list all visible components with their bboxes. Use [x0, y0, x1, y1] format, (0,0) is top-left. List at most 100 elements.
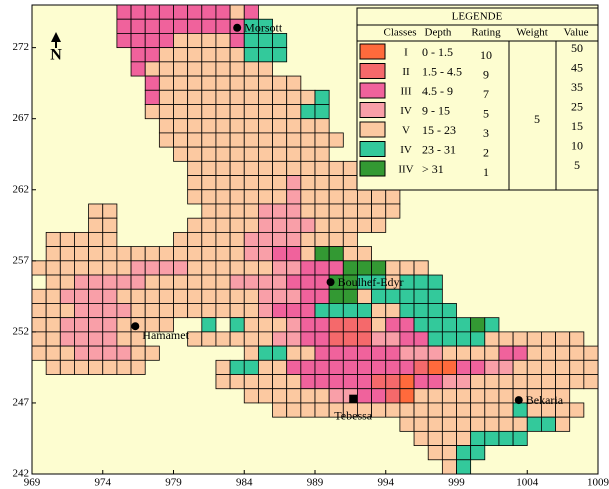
cell: [427, 288, 443, 304]
cell: [512, 331, 528, 347]
cell: [130, 18, 146, 34]
legend-value: 35: [571, 80, 583, 94]
north-arrow: N: [50, 32, 62, 64]
cell: [583, 374, 599, 390]
cell: [470, 416, 486, 432]
cell: [484, 416, 500, 432]
cell: [427, 374, 443, 390]
cell: [229, 118, 245, 134]
cell: [144, 33, 160, 49]
cell: [59, 331, 75, 347]
cell: [456, 345, 472, 361]
cell: [158, 4, 174, 20]
cell: [470, 388, 486, 404]
cell: [201, 18, 217, 34]
cell: [328, 231, 344, 248]
cell: [102, 260, 118, 276]
cell: [470, 359, 486, 375]
cell: [300, 104, 316, 120]
cell: [427, 274, 443, 290]
cell: [243, 104, 259, 120]
cell: [229, 75, 245, 91]
cell: [215, 104, 231, 120]
cell: [45, 231, 61, 248]
cell: [201, 331, 217, 347]
cell: [314, 317, 330, 333]
cell: [385, 345, 401, 361]
cell: [286, 160, 302, 176]
cell: [173, 47, 189, 63]
cell: [286, 303, 302, 319]
legend-title: LEGENDE: [452, 11, 503, 23]
cell: [116, 359, 132, 375]
place-label: Tebessa: [334, 408, 372, 422]
y-tick-label: 247: [13, 396, 30, 408]
place-marker: [131, 322, 140, 331]
place-marker: [326, 278, 335, 287]
cell: [286, 359, 302, 375]
cell: [201, 75, 217, 91]
cell: [31, 303, 47, 319]
legend-rating: 10: [480, 48, 492, 62]
cell: [173, 246, 189, 262]
cell: [187, 288, 203, 304]
cell: [229, 260, 245, 276]
cell: [88, 359, 104, 375]
cell: [187, 61, 203, 77]
cell: [456, 416, 472, 432]
cell: [229, 303, 245, 319]
cell: [512, 430, 528, 446]
cell: [399, 388, 415, 404]
cell: [229, 33, 245, 49]
legend-class: II: [402, 66, 410, 78]
cell: [229, 61, 245, 77]
cell: [130, 260, 146, 276]
cell: [357, 246, 373, 262]
cell: [74, 317, 89, 333]
cell: [215, 118, 231, 134]
cell: [512, 359, 528, 375]
cell: [427, 303, 443, 319]
cell: [88, 303, 104, 319]
cell: [201, 118, 217, 134]
cell: [201, 288, 217, 304]
cell: [158, 274, 174, 290]
cell: [229, 160, 245, 176]
cell: [215, 4, 231, 20]
cell: [130, 47, 146, 63]
legend-class: III: [401, 86, 412, 98]
cell: [45, 288, 61, 304]
cell: [201, 61, 217, 77]
cell: [201, 89, 217, 105]
y-tick-label: 262: [13, 183, 30, 195]
cell: [272, 217, 288, 233]
legend-depth: 23 - 31: [422, 142, 456, 156]
cell: [187, 331, 203, 347]
cell: [484, 374, 500, 390]
cell: [243, 118, 259, 134]
cell: [371, 260, 387, 276]
cell: [88, 246, 104, 262]
cell: [272, 246, 288, 262]
cell: [102, 203, 118, 219]
cell: [215, 274, 231, 290]
cell: [102, 359, 118, 375]
cell: [371, 317, 387, 333]
places: Morsott Boulhef-Edyr Hamamet Tebessa Bekaria: [131, 20, 564, 422]
place-marker: [349, 394, 358, 403]
cell: [215, 89, 231, 105]
legend-header: Weight: [516, 27, 548, 39]
cell: [31, 331, 47, 347]
cell: [385, 203, 401, 219]
cell: [116, 331, 132, 347]
cell: [173, 61, 189, 77]
cell: [187, 132, 203, 148]
cell: [74, 303, 89, 319]
cell: [555, 331, 571, 347]
cell: [272, 203, 288, 219]
cell: [31, 288, 47, 304]
cell: [583, 345, 599, 361]
north-arrow-head: [51, 32, 61, 48]
cell: [413, 317, 429, 333]
cell: [441, 317, 457, 333]
